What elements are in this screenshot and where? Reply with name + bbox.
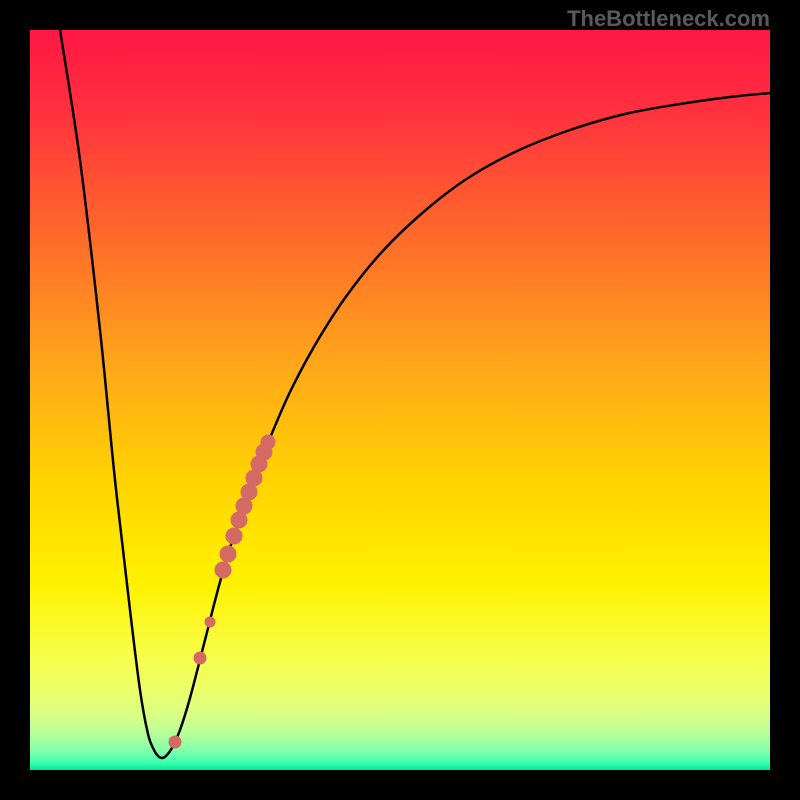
data-marker — [220, 546, 236, 562]
watermark-text: TheBottleneck.com — [567, 6, 770, 32]
marker-group — [169, 435, 275, 748]
data-marker — [226, 528, 242, 544]
data-marker — [169, 736, 181, 748]
curve-layer — [30, 30, 770, 770]
data-marker — [261, 435, 275, 449]
chart-container: TheBottleneck.com — [0, 0, 800, 800]
data-marker — [194, 652, 206, 664]
plot-area — [30, 30, 770, 770]
bottleneck-curve — [60, 30, 770, 758]
data-marker — [215, 562, 231, 578]
data-marker — [205, 617, 215, 627]
